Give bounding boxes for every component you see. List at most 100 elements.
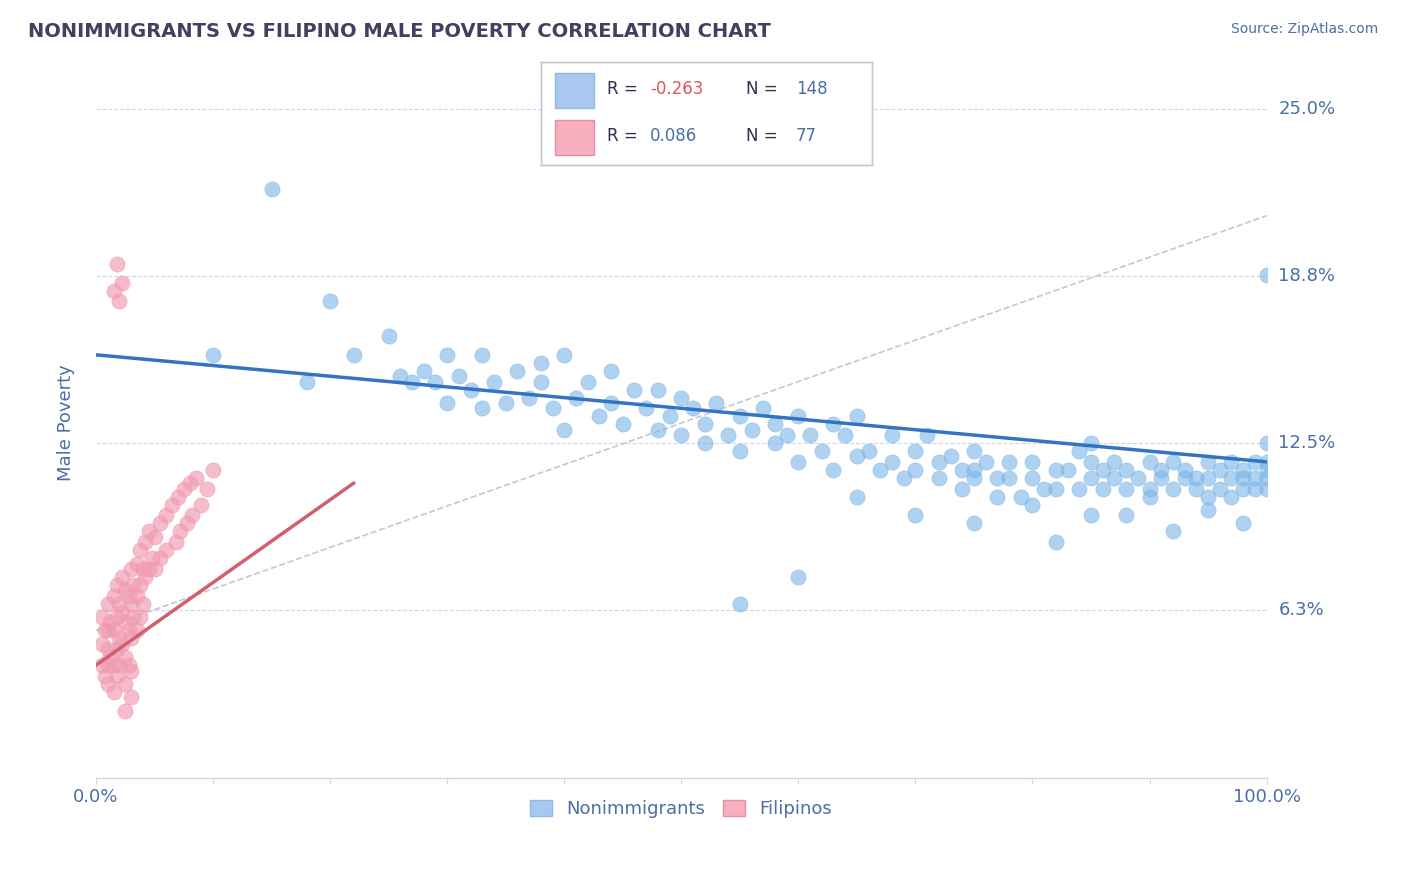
Point [1220, 471, 1243, 485]
Point [184, 471, 207, 485]
Point [436, 348, 458, 362]
Point [728, 597, 751, 611]
Point [1256, 471, 1278, 485]
Point [114, 677, 136, 691]
Point [125, 624, 148, 638]
Point [974, 455, 997, 469]
Point [787, 409, 810, 424]
Point [776, 428, 799, 442]
Point [176, 516, 198, 531]
Point [173, 482, 195, 496]
Point [845, 409, 868, 424]
Point [120, 690, 142, 705]
Point [138, 524, 160, 539]
Point [893, 471, 915, 485]
Point [763, 417, 786, 432]
Text: 25.0%: 25.0% [1278, 100, 1336, 118]
Point [1069, 482, 1091, 496]
Point [90, 610, 112, 624]
Point [149, 516, 172, 531]
Point [412, 364, 434, 378]
Point [155, 508, 177, 523]
Point [125, 589, 148, 603]
Point [149, 551, 172, 566]
Point [141, 551, 163, 566]
Point [636, 401, 658, 416]
Point [111, 605, 134, 619]
Point [998, 455, 1021, 469]
Point [904, 508, 927, 523]
Point [1010, 490, 1032, 504]
Point [928, 471, 950, 485]
Point [1126, 471, 1149, 485]
Point [425, 375, 447, 389]
Point [1161, 455, 1184, 469]
Point [114, 615, 136, 630]
Point [1080, 436, 1102, 450]
Point [986, 490, 1008, 504]
Point [129, 610, 152, 624]
Point [671, 428, 693, 442]
Point [108, 597, 131, 611]
Point [377, 329, 399, 343]
Text: R =: R = [607, 128, 638, 145]
Point [1185, 482, 1208, 496]
Point [97, 658, 120, 673]
Point [517, 391, 540, 405]
Point [728, 444, 751, 458]
Point [998, 471, 1021, 485]
Point [1197, 490, 1219, 504]
Point [810, 444, 832, 458]
Point [1232, 463, 1254, 477]
Point [181, 508, 204, 523]
Point [647, 423, 669, 437]
Point [1256, 455, 1278, 469]
Point [1244, 482, 1267, 496]
Point [986, 471, 1008, 485]
Point [1021, 455, 1043, 469]
Point [482, 375, 505, 389]
Point [447, 369, 470, 384]
Point [963, 463, 986, 477]
Point [693, 436, 716, 450]
Point [904, 463, 927, 477]
Point [963, 444, 986, 458]
Text: 0.086: 0.086 [651, 128, 697, 145]
Point [260, 182, 283, 196]
Point [1161, 524, 1184, 539]
Point [939, 450, 962, 464]
Point [728, 409, 751, 424]
Point [541, 401, 564, 416]
Point [553, 348, 575, 362]
Point [1021, 498, 1043, 512]
Point [122, 610, 145, 624]
Point [1091, 463, 1114, 477]
Point [1033, 482, 1056, 496]
Point [845, 490, 868, 504]
Point [118, 658, 141, 673]
FancyBboxPatch shape [554, 73, 595, 108]
Point [103, 685, 125, 699]
Point [190, 498, 212, 512]
Legend: Nonimmigrants, Filipinos: Nonimmigrants, Filipinos [523, 793, 839, 825]
Point [108, 658, 131, 673]
Point [97, 642, 120, 657]
Point [122, 578, 145, 592]
Point [1197, 503, 1219, 517]
Point [436, 396, 458, 410]
Point [869, 463, 891, 477]
Text: N =: N = [747, 80, 778, 98]
Point [138, 562, 160, 576]
Point [471, 401, 494, 416]
Point [1104, 471, 1126, 485]
Point [111, 276, 134, 290]
Point [1220, 455, 1243, 469]
Point [167, 490, 190, 504]
Point [129, 543, 152, 558]
Point [118, 589, 141, 603]
Point [1104, 455, 1126, 469]
Text: N =: N = [747, 128, 778, 145]
Point [155, 543, 177, 558]
Point [103, 589, 125, 603]
Point [834, 428, 856, 442]
